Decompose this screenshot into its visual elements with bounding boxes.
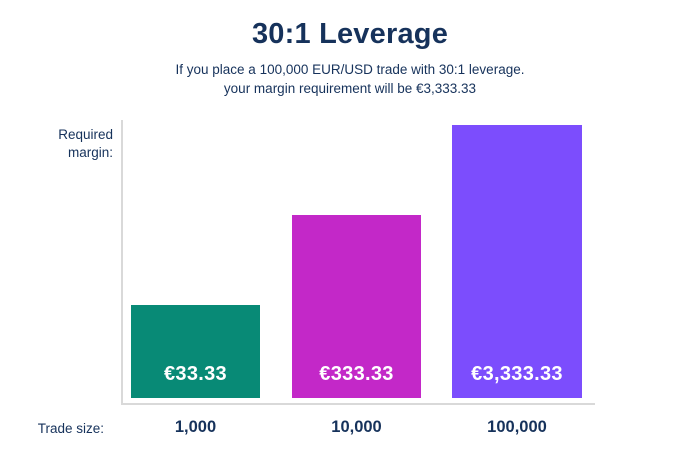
subtitle-line-2: your margin requirement will be €3,333.3… — [223, 81, 477, 96]
bar-trade-size-100000: €3,333.33 — [452, 125, 582, 398]
x-tick-label: 1,000 — [174, 418, 217, 436]
y-axis-label-line-2: margin: — [67, 145, 113, 160]
bar-value-label: €333.33 — [319, 363, 394, 385]
page-title: 30:1 Leverage — [251, 18, 449, 50]
bar-trade-size-1000: €33.33 — [131, 305, 260, 398]
bar-value-label: €3,333.33 — [471, 363, 563, 385]
x-tick-label: 100,000 — [487, 418, 547, 436]
x-axis-line — [121, 403, 595, 405]
bar-value-label: €33.33 — [164, 363, 227, 385]
subtitle-line-1: If you place a 100,000 EUR/USD trade wit… — [175, 62, 525, 77]
x-tick-label: 10,000 — [331, 418, 382, 436]
x-axis-title: Trade size: — [37, 421, 104, 436]
y-axis-line — [121, 120, 123, 404]
bar-trade-size-10000: €333.33 — [292, 215, 421, 398]
chart-subtitle: If you place a 100,000 EUR/USD trade wit… — [0, 60, 700, 98]
y-axis-label-line-1: Required — [58, 127, 113, 142]
y-axis-label: Required margin: — [38, 126, 113, 162]
